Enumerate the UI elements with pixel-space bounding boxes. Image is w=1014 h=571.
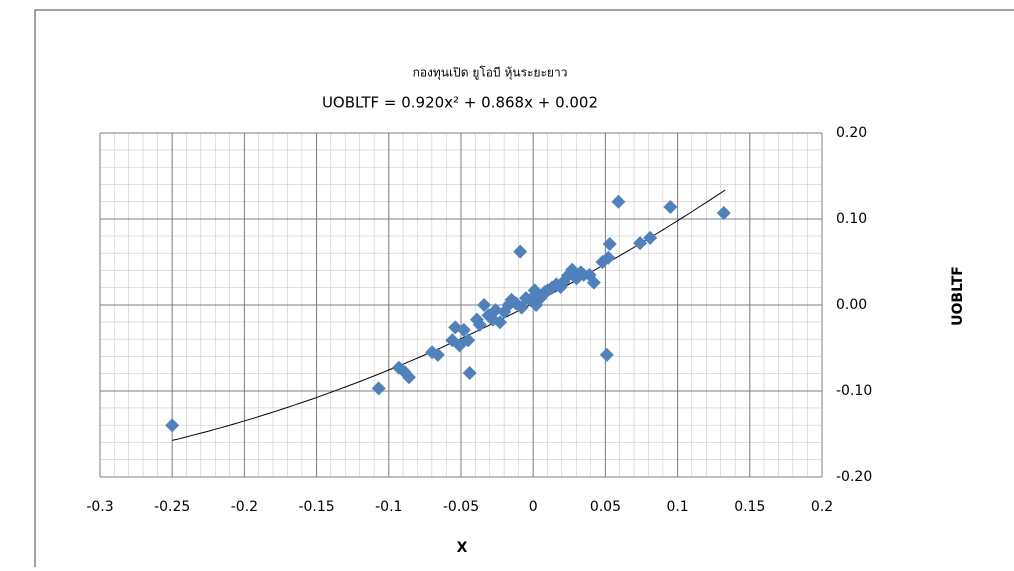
data-point: [462, 365, 477, 380]
data-point: [165, 418, 180, 433]
trendline: [172, 189, 726, 441]
data-point: [716, 205, 731, 220]
data-point: [492, 315, 507, 330]
x-tick-label: -0.2: [231, 499, 258, 515]
y-tick-label: -0.10: [836, 383, 872, 399]
x-tick-label: -0.05: [443, 499, 479, 515]
y-tick-label: 0.20: [836, 125, 867, 141]
x-tick-label: -0.3: [86, 499, 113, 515]
data-point: [513, 244, 528, 259]
trendline-equation: UOBLTF = 0.920x² + 0.868x + 0.002: [322, 94, 598, 112]
data-point: [586, 275, 601, 290]
data-point: [477, 298, 492, 312]
x-tick-label: 0.2: [811, 499, 833, 515]
y-axis-label: UOBLTF: [950, 266, 966, 326]
x-tick-label: 0.05: [590, 499, 621, 515]
data-point: [599, 347, 614, 362]
data-point: [602, 236, 617, 251]
y-tick-label: 0.10: [836, 211, 867, 227]
y-tick-label: -0.20: [836, 469, 872, 485]
x-tick-label: 0.1: [666, 499, 688, 515]
data-point: [643, 230, 658, 245]
x-tick-label: -0.1: [375, 499, 402, 515]
x-tick-label: 0.15: [734, 499, 765, 515]
x-axis-label: X: [457, 540, 468, 556]
chart-title: กองทุนเปิด ยูโอบี หุ้นระยะยาว: [413, 66, 568, 81]
x-tick-label: -0.15: [298, 499, 334, 515]
data-point: [633, 236, 648, 251]
data-point: [402, 370, 417, 385]
data-point: [663, 199, 678, 214]
data-point: [456, 322, 471, 337]
chart-frame: [34, 9, 1014, 567]
data-point: [430, 347, 445, 362]
data-point: [472, 317, 487, 332]
y-tick-label: 0.00: [836, 297, 867, 313]
x-tick-label: -0.25: [154, 499, 190, 515]
data-point: [461, 333, 476, 348]
data-point: [601, 250, 616, 265]
data-point: [611, 194, 626, 209]
x-tick-label: 0: [529, 499, 538, 515]
data-point: [371, 381, 386, 396]
